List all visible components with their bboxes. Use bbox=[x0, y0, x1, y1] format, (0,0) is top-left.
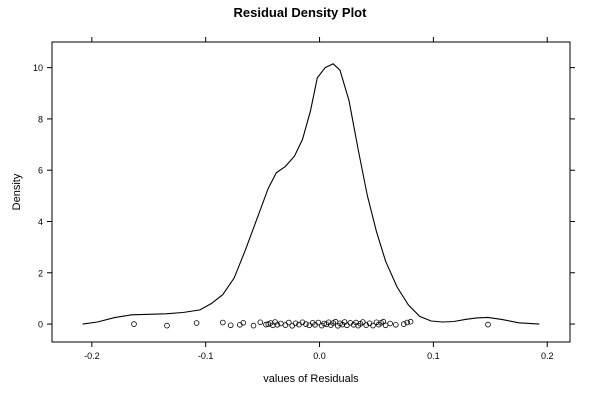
residual-point bbox=[400, 321, 407, 327]
y-tick-label: 0 bbox=[38, 320, 43, 330]
residual-point bbox=[257, 319, 264, 326]
x-tick-label: 0.0 bbox=[313, 351, 326, 361]
residual-point bbox=[387, 320, 393, 327]
residual-point bbox=[164, 322, 170, 329]
chart-title: Residual Density Plot bbox=[234, 5, 368, 20]
residual-point bbox=[382, 322, 389, 329]
y-tick-label: 4 bbox=[38, 217, 43, 227]
residual-point bbox=[392, 321, 399, 328]
residual-point bbox=[285, 319, 292, 326]
residual-point bbox=[359, 319, 366, 325]
residual-point bbox=[344, 322, 350, 329]
residual-point bbox=[315, 319, 322, 326]
x-tick-label: -0.1 bbox=[198, 351, 214, 361]
residual-point bbox=[240, 319, 247, 326]
residual-point bbox=[274, 321, 281, 328]
y-axis-right bbox=[570, 67, 575, 325]
series-layer bbox=[82, 63, 540, 329]
residual-point bbox=[250, 322, 257, 329]
y-tick-label: 10 bbox=[33, 63, 43, 73]
x-tick-label: -0.2 bbox=[84, 351, 100, 361]
residual-point bbox=[289, 322, 296, 329]
residual-point bbox=[303, 321, 309, 327]
y-axis-label: Density bbox=[11, 173, 23, 210]
residual-point bbox=[407, 318, 414, 325]
residual-point bbox=[131, 321, 137, 327]
x-axis-label: values of Residuals bbox=[263, 373, 359, 385]
residual-point bbox=[220, 319, 226, 326]
y-axis-left: 0 2 4 6 8 10 bbox=[33, 63, 52, 330]
x-tick-label: 0.2 bbox=[541, 351, 554, 361]
y-tick-label: 2 bbox=[38, 268, 43, 278]
y-tick-label: 8 bbox=[38, 114, 43, 124]
residual-point bbox=[292, 320, 299, 327]
plot-frame bbox=[51, 41, 571, 343]
y-tick-label: 6 bbox=[38, 166, 43, 176]
residual-point bbox=[227, 322, 234, 329]
residual-point bbox=[282, 322, 289, 328]
residual-point bbox=[404, 319, 411, 326]
x-axis-top bbox=[91, 37, 548, 42]
residual-point bbox=[485, 321, 491, 328]
residual-point bbox=[193, 320, 200, 326]
x-tick-label: 0.1 bbox=[427, 351, 440, 361]
residual-point bbox=[299, 319, 306, 326]
density-curve bbox=[82, 63, 540, 325]
residual-point bbox=[363, 322, 370, 328]
residual-point bbox=[370, 322, 376, 329]
x-axis-bottom: -0.2 -0.1 0.0 0.1 0.2 bbox=[84, 342, 553, 361]
